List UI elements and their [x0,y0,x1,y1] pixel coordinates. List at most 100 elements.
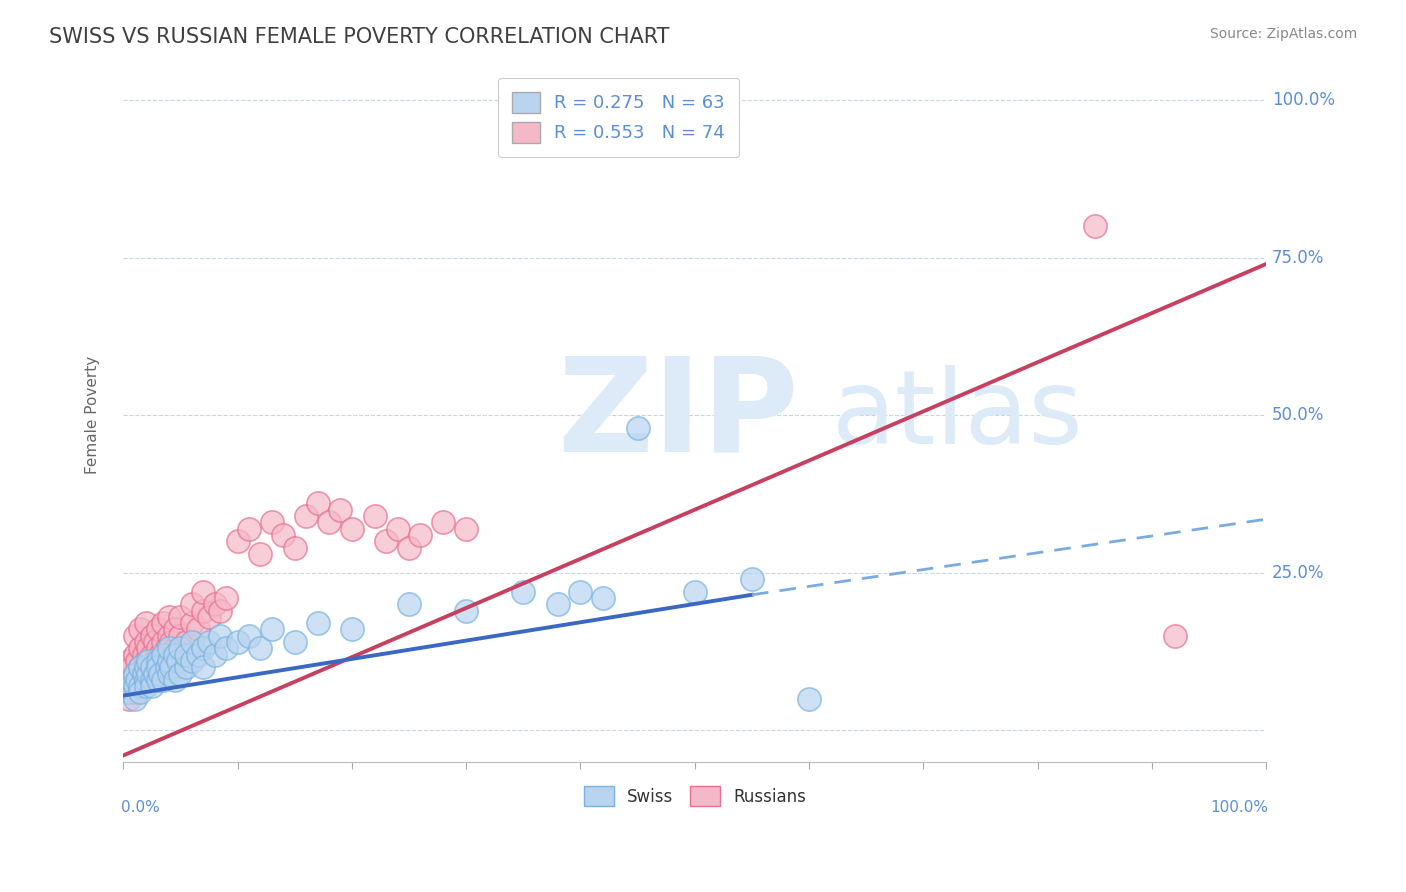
Text: atlas: atlas [832,365,1084,466]
Point [163,673,186,687]
Point [626,421,648,435]
Point [146,660,169,674]
Y-axis label: Female Poverty: Female Poverty [86,356,100,475]
Point [363,508,385,523]
Point [135,654,157,668]
Point [124,691,146,706]
Point [180,654,202,668]
Point [193,660,215,674]
Point [149,666,172,681]
Point [143,666,166,681]
Point [169,629,191,643]
Point [132,666,155,681]
Point [138,654,160,668]
Point [1164,629,1187,643]
Point [157,666,180,681]
Point [157,654,180,668]
Point [160,660,183,674]
Point [118,673,141,687]
Point [157,629,180,643]
Point [409,528,432,542]
Point [152,673,174,687]
Point [129,660,152,674]
Point [160,635,183,649]
Point [146,673,169,687]
Point [271,528,294,542]
Point [318,516,340,530]
Point [174,660,197,674]
Point [143,635,166,649]
Point [138,641,160,656]
Point [238,629,260,643]
Point [284,541,307,555]
Point [284,635,307,649]
Point [340,623,363,637]
Point [169,641,191,656]
Point [249,547,271,561]
Text: 50.0%: 50.0% [1272,406,1324,425]
Point [180,616,202,631]
Point [121,660,143,674]
Point [124,648,146,662]
Point [152,654,174,668]
Point [204,597,226,611]
Point [215,591,238,605]
Point [174,648,197,662]
Point [398,597,420,611]
Point [135,673,157,687]
Point [456,603,478,617]
Point [741,572,763,586]
Point [167,654,190,668]
Point [398,541,420,555]
Point [121,673,143,687]
Point [387,522,409,536]
Point [329,502,352,516]
Point [215,641,238,656]
Point [124,679,146,693]
Point [118,654,141,668]
Point [797,691,820,706]
Text: 75.0%: 75.0% [1272,249,1324,267]
Text: 0.0%: 0.0% [121,800,160,815]
Point [193,584,215,599]
Point [146,623,169,637]
Point [135,616,157,631]
Point [135,673,157,687]
Point [432,516,454,530]
Point [193,641,215,656]
Point [209,629,232,643]
Point [156,641,179,656]
Point [125,673,148,687]
Point [193,603,215,617]
Point [118,691,141,706]
Point [295,508,318,523]
Point [141,666,163,681]
Point [138,666,160,681]
Point [186,648,208,662]
Point [307,616,329,631]
Point [169,610,191,624]
Point [180,597,202,611]
Point [163,648,186,662]
Point [512,584,534,599]
Point [146,660,169,674]
Point [592,591,614,605]
Point [238,522,260,536]
Point [375,534,398,549]
Point [121,679,143,693]
Text: ZIP: ZIP [558,351,799,479]
Point [135,635,157,649]
Point [129,685,152,699]
Point [141,679,163,693]
Point [340,522,363,536]
Point [163,623,186,637]
Point [124,666,146,681]
Point [260,516,283,530]
Legend: R = 0.275   N = 63, R = 0.553   N = 74: R = 0.275 N = 63, R = 0.553 N = 74 [498,78,740,157]
Point [307,496,329,510]
Point [152,648,174,662]
Point [163,641,186,656]
Point [129,641,152,656]
Point [152,635,174,649]
Point [143,654,166,668]
